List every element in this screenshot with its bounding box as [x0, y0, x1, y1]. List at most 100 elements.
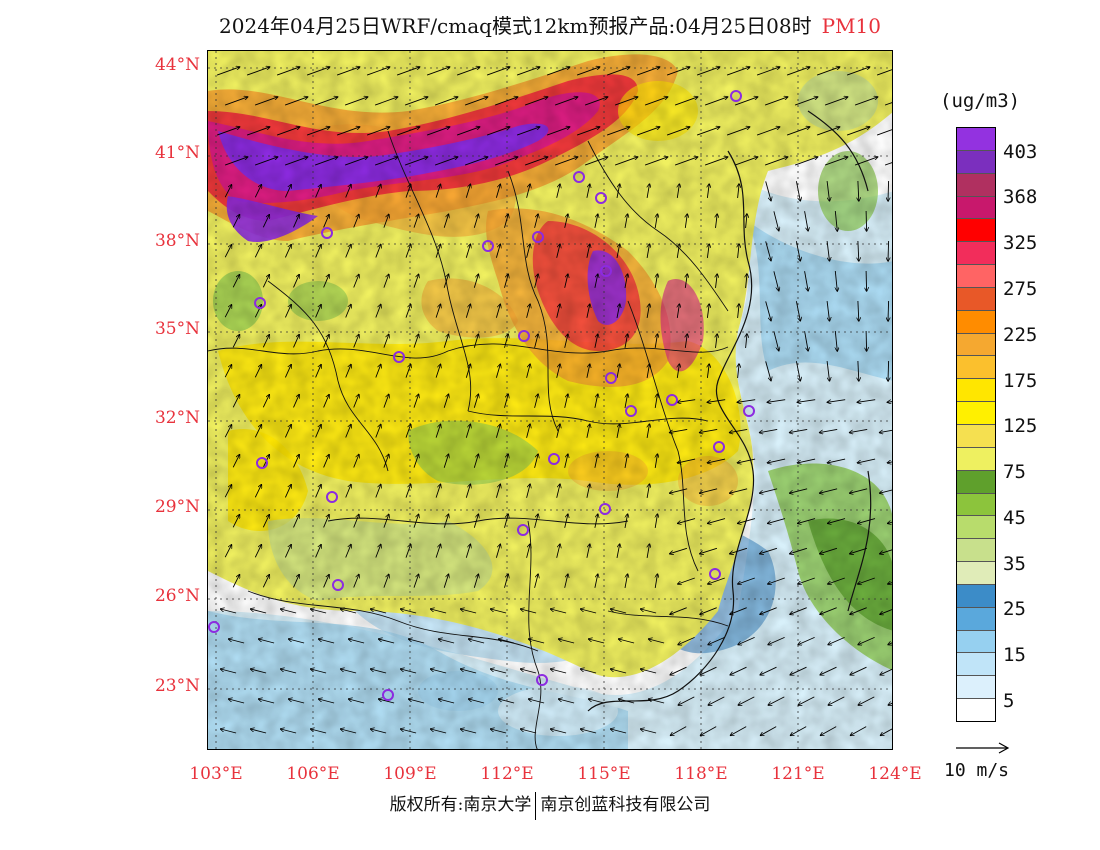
- wind-arrow: [434, 97, 458, 106]
- wind-arrow: [707, 184, 709, 198]
- wind-arrow: [876, 129, 892, 136]
- wind-arrow: [738, 636, 755, 644]
- wind-arrow: [858, 696, 875, 705]
- wind-reference-arrow-icon: [956, 742, 1010, 754]
- wind-arrow: [435, 364, 440, 378]
- wind-arrow: [345, 545, 351, 558]
- wind-arrow: [499, 639, 515, 644]
- wind-arrow: [746, 334, 747, 349]
- wind-arrow: [707, 399, 726, 403]
- city-marker: [548, 453, 560, 465]
- legend-label-125: 125: [1003, 415, 1038, 437]
- wind-arrow: [761, 726, 777, 736]
- wind-arrow: [826, 301, 829, 321]
- wind-arrow: [616, 484, 620, 498]
- city-marker: [518, 330, 530, 342]
- wind-arrow: [375, 545, 381, 558]
- city-marker: [393, 351, 405, 363]
- wind-arrow: [345, 305, 351, 318]
- wind-arrow: [888, 240, 889, 261]
- wind-arrow: [311, 729, 327, 734]
- wind-arrow: [315, 545, 322, 558]
- wind-arrow: [624, 394, 628, 408]
- wind-arrow: [401, 669, 417, 674]
- wind-arrow: [529, 699, 545, 704]
- wind-arrow: [374, 157, 398, 166]
- wind-arrow: [323, 455, 330, 468]
- wind-arrow: [409, 699, 425, 704]
- wind-arrow: [611, 609, 627, 614]
- wind-arrow: [824, 97, 848, 106]
- wind-arrow: [254, 185, 261, 198]
- wind-arrow: [345, 245, 351, 258]
- wind-arrow: [224, 157, 248, 166]
- wind-arrow: [221, 609, 237, 614]
- wind-arrow: [820, 428, 838, 432]
- wind-arrow: [319, 639, 335, 644]
- wind-arrow: [835, 210, 837, 231]
- wind-arrow: [880, 609, 892, 615]
- wind-arrow: [443, 574, 448, 588]
- wind-arrow: [726, 67, 750, 76]
- wind-arrow: [413, 334, 419, 348]
- border-line: [607, 610, 729, 627]
- legend-swatch: [957, 333, 995, 357]
- wind-arrow: [353, 275, 359, 288]
- wind-arrow: [790, 666, 807, 675]
- wind-arrow: [884, 162, 892, 166]
- wind-arrow: [405, 364, 411, 378]
- wind-arrow: [795, 181, 800, 201]
- wind-arrow: [293, 335, 300, 348]
- wind-arrow: [851, 726, 867, 736]
- legend-swatch: [957, 150, 995, 174]
- wind-arrow: [344, 157, 368, 166]
- wind-arrow: [655, 454, 657, 468]
- wind-arrow: [586, 424, 590, 438]
- lon-label-115: 115°E: [577, 764, 631, 784]
- legend-swatch: [957, 173, 995, 197]
- wind-arrow: [404, 157, 428, 166]
- wind-arrow: [405, 424, 411, 438]
- wind-arrow: [564, 394, 568, 408]
- legend-label-368: 368: [1003, 186, 1038, 208]
- wind-arrow: [353, 215, 359, 228]
- wind-arrow: [564, 574, 568, 588]
- wind-arrow: [616, 424, 620, 438]
- wind-arrow: [495, 484, 500, 498]
- wind-arrow: [413, 514, 419, 528]
- wind-arrow: [443, 274, 448, 288]
- legend-label-25: 25: [1003, 598, 1026, 620]
- wind-arrow: [616, 184, 620, 198]
- wind-arrow: [526, 424, 531, 438]
- wind-arrow: [794, 97, 818, 106]
- city-marker: [713, 441, 725, 453]
- wind-arrow: [701, 726, 717, 736]
- city-marker: [256, 457, 268, 469]
- wind-arrow: [826, 181, 829, 201]
- wind-arrow: [232, 215, 239, 228]
- wind-arrow: [594, 574, 598, 588]
- lat-label-44: 44°N: [154, 55, 200, 75]
- wind-arrow: [534, 274, 539, 288]
- wind-arrow: [315, 185, 322, 198]
- legend-swatch: [957, 676, 995, 700]
- wind-arrow: [678, 577, 695, 584]
- wind-arrow: [670, 488, 688, 493]
- wind-arrow: [586, 184, 590, 198]
- wind-arrow: [677, 399, 696, 403]
- wind-arrow: [504, 514, 509, 528]
- wind-arrow: [315, 485, 322, 498]
- wind-arrow: [768, 458, 786, 463]
- legend-swatch: [957, 493, 995, 517]
- wind-arrow: [315, 425, 322, 438]
- wind-arrow: [707, 304, 709, 318]
- wind-arrow: [581, 609, 597, 614]
- wind-arrow: [284, 545, 291, 558]
- wind-arrow: [594, 514, 598, 528]
- wind-arrow: [564, 274, 568, 288]
- wind-arrow: [791, 726, 807, 736]
- wind-arrow: [858, 458, 876, 463]
- city-marker: [254, 297, 266, 309]
- wind-arrow: [439, 699, 455, 704]
- city-marker: [599, 503, 611, 515]
